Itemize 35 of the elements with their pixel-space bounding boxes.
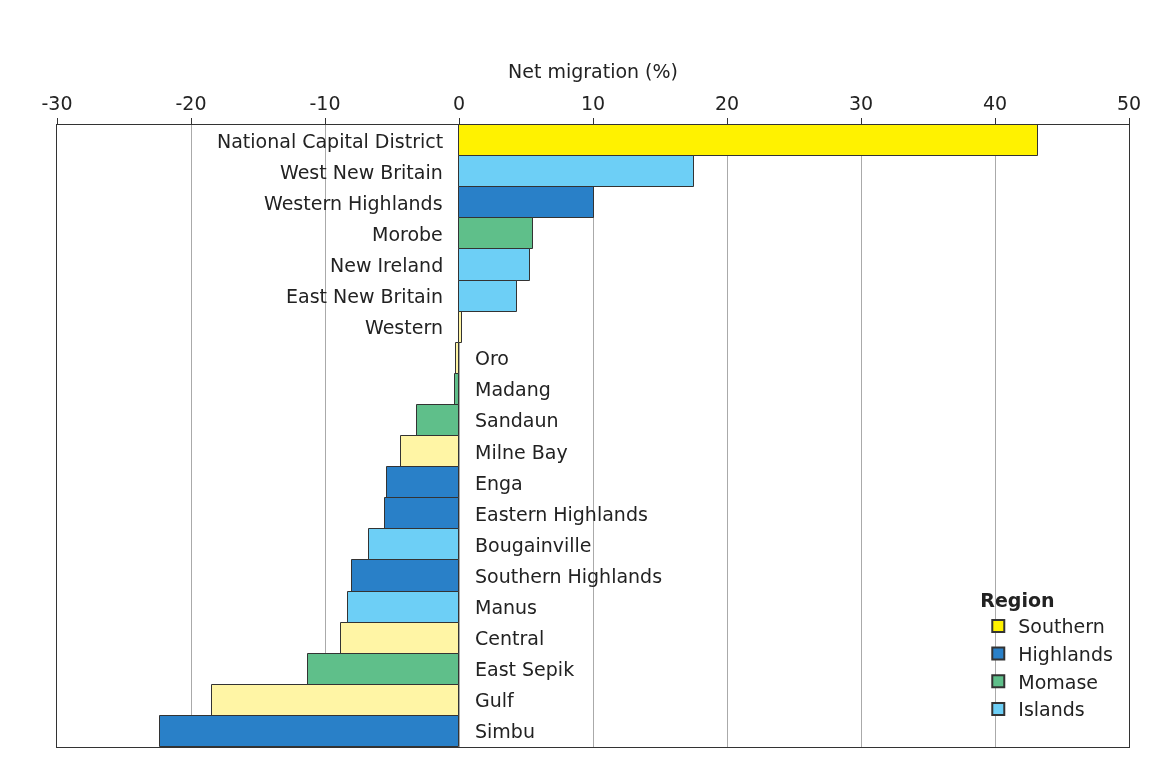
- x-tick-label: 30: [848, 92, 874, 115]
- y-tick-label: Sandaun: [475, 409, 559, 431]
- y-tick-label: Gulf: [475, 689, 516, 711]
- x-tick-label: 20: [714, 92, 740, 115]
- y-tick-label: Madang: [475, 378, 551, 400]
- y-tick-label: Milne Bay: [475, 441, 568, 463]
- y-tick-label: Western: [365, 316, 443, 338]
- legend-title: Region: [980, 589, 1055, 612]
- y-tick-label: Central: [475, 627, 545, 649]
- y-tick-label: Manus: [475, 596, 538, 618]
- legend-label: Islands: [1018, 698, 1085, 721]
- y-tick-label: New Ireland: [330, 254, 444, 276]
- y-tick-label: Simbu: [475, 720, 535, 742]
- x-tick-label: 40: [982, 92, 1008, 115]
- x-tick-label: -30: [41, 92, 73, 115]
- y-tick-label: Oro: [475, 347, 509, 369]
- y-tick-label: Western Highlands: [264, 192, 443, 214]
- legend-label: Momase: [1018, 670, 1099, 693]
- y-tick-label: Morobe: [372, 223, 443, 245]
- y-tick-label: Southern Highlands: [475, 565, 663, 587]
- y-tick-label: Enga: [475, 472, 523, 494]
- x-tick-label: -10: [309, 92, 341, 115]
- y-tick-label: East New Britain: [286, 285, 444, 307]
- x-tick-label: 10: [580, 92, 606, 115]
- x-tick-label: -20: [175, 92, 207, 115]
- y-tick-label: West New Britain: [280, 161, 443, 183]
- legend-label: Highlands: [1018, 643, 1113, 665]
- y-tick-label: National Capital District: [217, 130, 444, 152]
- y-tick-label: Eastern Highlands: [475, 503, 648, 525]
- x-axis-title: Net migration (%): [507, 60, 679, 83]
- legend-label: Southern: [1018, 615, 1105, 638]
- x-tick-label: 50: [1116, 92, 1142, 115]
- y-tick-label: Bougainville: [475, 534, 592, 556]
- y-tick-label: East Sepik: [475, 658, 575, 680]
- x-tick-label: 0: [452, 92, 466, 115]
